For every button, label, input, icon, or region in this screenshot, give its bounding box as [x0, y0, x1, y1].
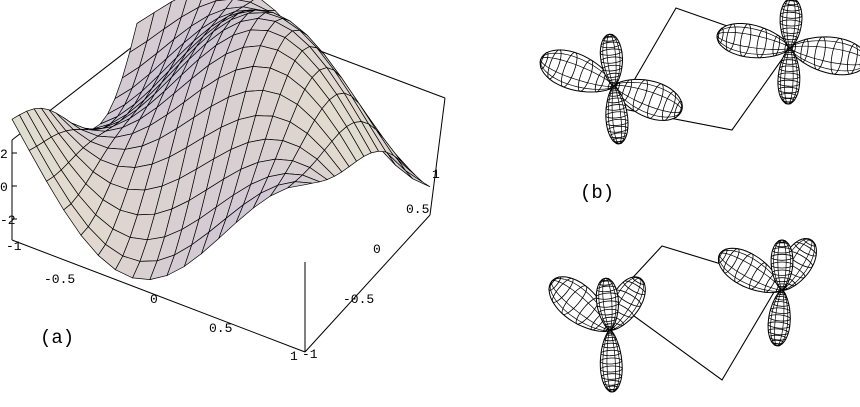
- x-tick-label: 0: [150, 292, 158, 307]
- x-tick-label: 0.5: [209, 321, 232, 336]
- y-tick-label: -1: [302, 347, 318, 362]
- z-tick-label: -2: [0, 213, 16, 228]
- z-axis: 2 0 -2: [0, 147, 17, 228]
- y-tick-label: 0: [373, 242, 381, 257]
- panel-c-lobe-diagram: [547, 237, 818, 392]
- panel-b-lobe-diagram: (b): [539, 0, 860, 204]
- orbital-lobe-cluster-right: [717, 0, 860, 104]
- x-tick-label: -0.5: [44, 272, 75, 287]
- x-tick-label: 1: [290, 349, 298, 364]
- surface-mesh: [12, 0, 430, 280]
- panel-a-label: (a): [40, 327, 74, 349]
- x-tick-label: -1: [6, 239, 22, 254]
- y-tick-label: 0.5: [406, 202, 429, 217]
- y-tick-label: -0.5: [343, 292, 374, 307]
- z-tick-label: 0: [0, 180, 8, 195]
- z-tick-label: 2: [0, 147, 8, 162]
- orbital-lobe: [717, 23, 790, 58]
- orbital-lobe-cluster-right: [717, 237, 818, 346]
- orbital-lobe: [768, 290, 791, 346]
- y-tick-label: 1: [432, 167, 440, 182]
- orbital-lobe: [790, 36, 860, 75]
- panel-b-label: (b): [580, 182, 614, 204]
- orbital-lobe-cluster-left: [539, 34, 683, 144]
- orbital-lobe-cluster-left: [547, 275, 646, 392]
- panel-a-surface-plot: 2 0 -2 -1 -0.5 0 0.5 1 -1 -0.5 0 0.5 1 (…: [0, 0, 445, 364]
- orbital-lobe: [600, 330, 622, 392]
